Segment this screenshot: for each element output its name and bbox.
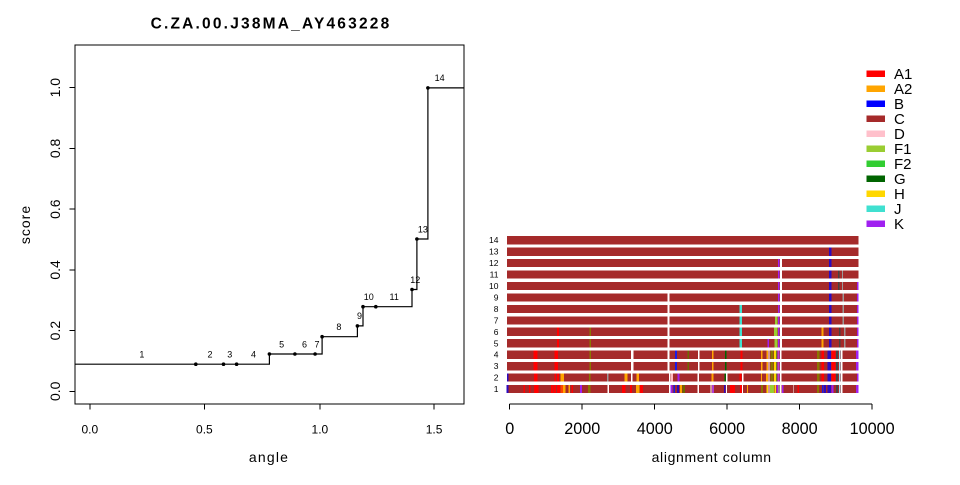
svg-text:3: 3	[494, 361, 499, 371]
svg-text:6: 6	[494, 327, 499, 337]
svg-text:14: 14	[489, 235, 499, 245]
svg-text:11: 11	[390, 292, 399, 302]
svg-text:11: 11	[490, 270, 499, 280]
svg-text:G: G	[894, 171, 906, 188]
svg-text:A1: A1	[894, 66, 912, 83]
svg-text:4: 4	[251, 350, 256, 360]
svg-text:J: J	[894, 201, 902, 218]
svg-text:7: 7	[494, 315, 499, 325]
svg-text:0.0: 0.0	[81, 423, 98, 437]
svg-text:K: K	[894, 216, 904, 233]
svg-text:0.5: 0.5	[196, 423, 213, 437]
svg-text:1.0: 1.0	[47, 78, 63, 98]
svg-text:0.8: 0.8	[47, 138, 63, 158]
svg-text:C.ZA.00.J38MA_AY463228: C.ZA.00.J38MA_AY463228	[151, 16, 392, 33]
svg-text:9: 9	[357, 311, 362, 321]
svg-text:F2: F2	[894, 156, 912, 173]
svg-text:6000: 6000	[709, 420, 745, 438]
svg-text:8: 8	[336, 322, 341, 332]
svg-text:D: D	[894, 126, 905, 143]
svg-text:2: 2	[207, 350, 212, 360]
svg-text:3: 3	[227, 350, 232, 360]
svg-text:1: 1	[139, 350, 144, 360]
svg-text:C: C	[894, 111, 905, 128]
svg-text:5: 5	[279, 339, 284, 349]
svg-text:12: 12	[489, 258, 499, 268]
svg-text:8000: 8000	[782, 420, 818, 438]
svg-text:4: 4	[494, 350, 499, 360]
svg-text:1.5: 1.5	[426, 423, 443, 437]
svg-text:2: 2	[494, 373, 499, 383]
svg-text:12: 12	[410, 275, 420, 285]
svg-text:7: 7	[314, 339, 319, 349]
svg-text:0.4: 0.4	[47, 260, 63, 280]
svg-text:alignment column: alignment column	[652, 449, 772, 465]
svg-text:14: 14	[435, 73, 445, 83]
svg-text:10000: 10000	[850, 420, 895, 438]
svg-text:13: 13	[489, 247, 499, 257]
svg-text:6: 6	[302, 339, 307, 349]
svg-text:8: 8	[494, 304, 499, 314]
svg-text:angle: angle	[249, 449, 289, 465]
svg-text:0.2: 0.2	[47, 321, 63, 341]
svg-text:F1: F1	[894, 141, 912, 158]
svg-text:10: 10	[364, 292, 374, 302]
svg-text:10: 10	[489, 281, 499, 291]
svg-text:score: score	[17, 205, 33, 244]
svg-text:5: 5	[494, 338, 499, 348]
svg-text:H: H	[894, 186, 905, 203]
svg-text:9: 9	[494, 293, 499, 303]
svg-text:0: 0	[505, 420, 514, 438]
svg-text:0.0: 0.0	[47, 381, 63, 401]
svg-text:2000: 2000	[564, 420, 600, 438]
svg-text:1: 1	[494, 384, 499, 394]
svg-text:1.0: 1.0	[312, 423, 329, 437]
svg-text:13: 13	[418, 224, 428, 234]
svg-text:B: B	[894, 96, 904, 113]
svg-text:A2: A2	[894, 81, 912, 98]
svg-text:4000: 4000	[637, 420, 673, 438]
svg-text:0.6: 0.6	[47, 199, 63, 219]
